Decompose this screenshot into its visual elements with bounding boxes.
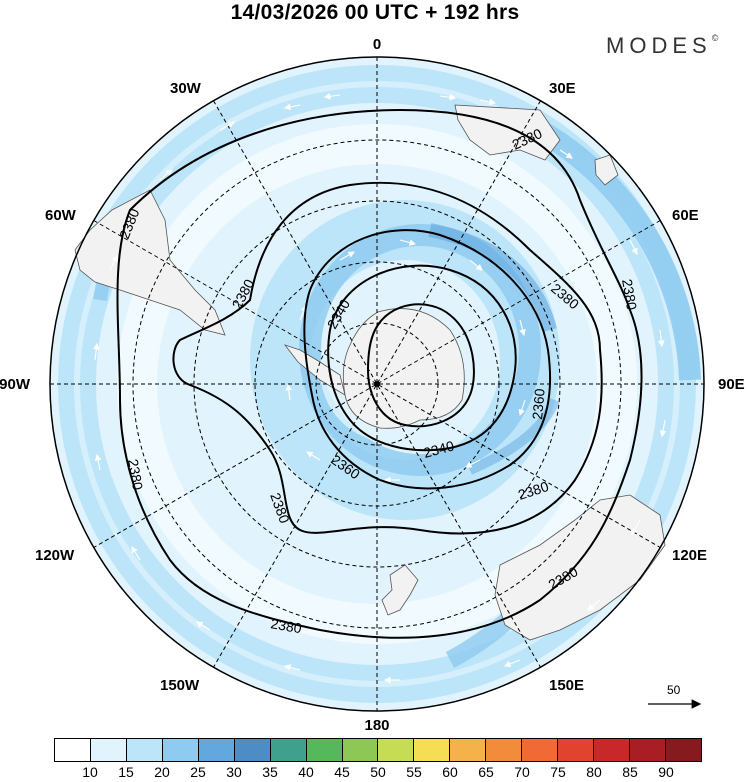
colorbar [54,738,702,762]
wind-vectors [93,93,667,684]
svg-text:120W: 120W [35,547,75,564]
colorbar-cell [486,739,523,761]
colorbar-cell [342,739,379,761]
contour-2340 [327,264,517,452]
colorbar-tick-label: 70 [514,764,530,780]
svg-text:2380: 2380 [125,458,146,492]
colorbar-cell [198,739,235,761]
svg-text:90W: 90W [0,376,31,393]
colorbar-cell [558,739,595,761]
map-title: 14/03/2026 00 UTC + 192 hrs [230,1,520,24]
colorbar-cell [55,739,91,761]
colorbar-cell [630,739,666,761]
reference-vector-label: 50 [667,683,681,697]
colorbar-tick-label: 85 [622,764,638,780]
svg-text:90E: 90E [718,376,745,393]
svg-text:2340: 2340 [422,437,456,461]
svg-text:2360: 2360 [529,388,548,421]
svg-text:150E: 150E [549,677,584,694]
new-zealand-land [381,564,419,616]
colorbar-tick-label: 45 [334,764,350,780]
colorbar-tick-label: 40 [298,764,314,780]
svg-text:30W: 30W [170,80,202,97]
colorbar-cell [378,739,415,761]
colorbar-tick-label: 30 [226,764,242,780]
colorbar-tick-label: 55 [406,764,422,780]
colorbar-tick-label: 60 [442,764,458,780]
colorbar-tick-label: 80 [586,764,602,780]
colorbar-cell [270,739,307,761]
colorbar-cell [450,739,487,761]
map-boundary [49,56,705,712]
svg-text:180: 180 [364,717,389,734]
australia-land [494,494,666,641]
svg-text:120E: 120E [672,547,707,564]
graticule [50,57,704,711]
svg-text:60W: 60W [45,207,77,224]
contour-2380-outer [116,108,643,639]
colorbar-cell [234,739,271,761]
brand-logo: MODES© [606,33,719,58]
svg-text:30E: 30E [549,80,576,97]
colorbar-cell [306,739,343,761]
colorbar-cell [90,739,127,761]
contour-2360 [303,229,552,490]
madagascar-land [594,154,619,186]
colorbar-tick-label: 90 [658,764,674,780]
colorbar-tick-label: 35 [262,764,278,780]
svg-text:60E: 60E [672,207,699,224]
longitude-labels: 0 180 90W 90E 30W 30E 60W 60E 120W 120E … [0,36,745,734]
colorbar-tick-label: 25 [190,764,206,780]
height-contours [116,108,643,639]
south-america-land [74,189,226,336]
colorbar-cell [522,739,559,761]
colorbar-cell [414,739,451,761]
colorbar-tick-label: 65 [478,764,494,780]
colorbar-tick-label: 75 [550,764,566,780]
colorbar-tick-label: 50 [370,764,386,780]
svg-text:2380: 2380 [269,615,303,636]
contour-2380-inner [172,181,603,535]
colorbar-tick-label: 10 [82,764,98,780]
contour-2320 [366,303,475,428]
svg-text:2380: 2380 [619,278,640,312]
colorbar-cell [594,739,630,761]
colorbar-tick-label: 15 [118,764,134,780]
colorbar-tick-label: 20 [154,764,170,780]
svg-text:150W: 150W [160,677,200,694]
pole-marker [374,381,380,387]
colorbar-ticks: 10 15 20 25 30 35 40 45 50 55 60 65 70 75 80 85 90 [54,764,702,782]
colorbar-cell [126,739,163,761]
svg-text:0: 0 [373,36,381,53]
colorbar-cell [162,739,199,761]
colorbar-cell [665,739,701,761]
